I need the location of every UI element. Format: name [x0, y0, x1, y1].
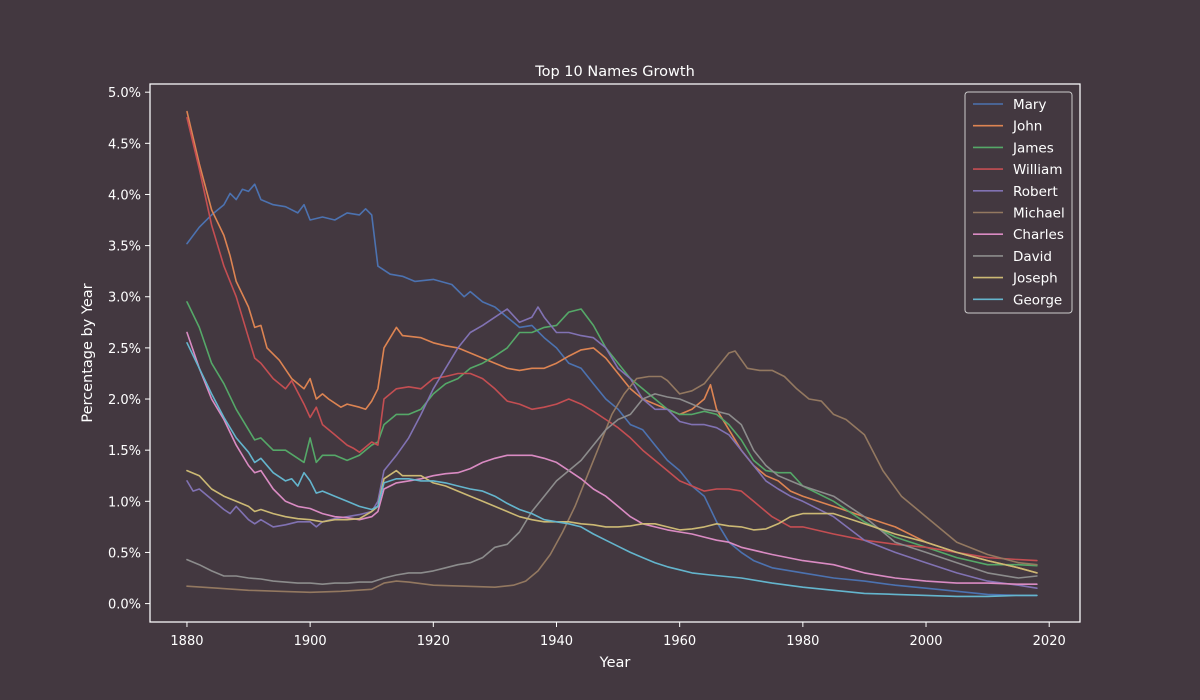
legend: Mary John James William Robert Michael Charles… — [964, 91, 1073, 314]
x-tick-label: 2020 — [1033, 634, 1066, 649]
series-lines — [186, 110, 1038, 598]
x-tick-label: 1920 — [417, 634, 450, 649]
y-tick-label: 3.5% — [108, 240, 141, 255]
x-tick-label: 1940 — [540, 634, 573, 649]
y-tick-label: 2.5% — [108, 342, 141, 357]
legend-label-charles: Charles — [1013, 227, 1064, 243]
x-tick-label: 2000 — [909, 634, 942, 649]
legend-label-mary: Mary — [1013, 97, 1046, 113]
legend-label-george: George — [1013, 292, 1062, 308]
series-line-charles — [186, 331, 1038, 586]
legend-label-david: David — [1013, 249, 1052, 265]
series-line-joseph — [186, 469, 1038, 574]
series-line-david — [186, 393, 1038, 586]
series-line-mary — [186, 183, 1038, 597]
y-tick-label: 4.0% — [108, 188, 141, 203]
legend-label-joseph: Joseph — [1012, 271, 1058, 287]
y-tick-label: 1.0% — [108, 495, 141, 510]
y-tick-label: 0.0% — [108, 598, 141, 613]
y-tick-label: 2.0% — [108, 393, 141, 408]
plot-frame — [149, 83, 1081, 623]
series-line-john — [186, 110, 1038, 574]
legend-label-john: John — [1012, 119, 1042, 135]
y-tick-label: 3.0% — [108, 291, 141, 306]
series-line-robert — [186, 306, 1038, 590]
x-axis: 1880 1900 1920 1940 1960 1980 2000 2020 — [170, 622, 1066, 649]
x-tick-label: 1900 — [294, 634, 327, 649]
y-axis: 0.0% 0.5% 1.0% 1.5% 2.0% 2.5% 3.0% 3.5% 4.0% 4.5%… — [108, 86, 150, 613]
series-line-william — [186, 117, 1038, 562]
x-tick-label: 1880 — [170, 634, 203, 649]
y-axis-label: Percentage by Year — [80, 283, 96, 422]
series-line-michael — [186, 350, 1038, 594]
chart-title: Top 10 Names Growth — [534, 64, 695, 80]
y-tick-label: 0.5% — [108, 546, 141, 561]
x-tick-label: 1980 — [786, 634, 819, 649]
legend-label-michael: Michael — [1013, 206, 1065, 222]
legend-label-robert: Robert — [1013, 184, 1058, 200]
legend-label-william: William — [1013, 162, 1062, 178]
series-line-george — [186, 341, 1038, 598]
y-tick-label: 1.5% — [108, 444, 141, 459]
x-axis-label: Year — [599, 655, 631, 671]
x-tick-label: 1960 — [663, 634, 696, 649]
y-tick-label: 5.0% — [108, 86, 141, 101]
legend-label-james: James — [1012, 140, 1054, 156]
y-tick-label: 4.5% — [108, 137, 141, 152]
